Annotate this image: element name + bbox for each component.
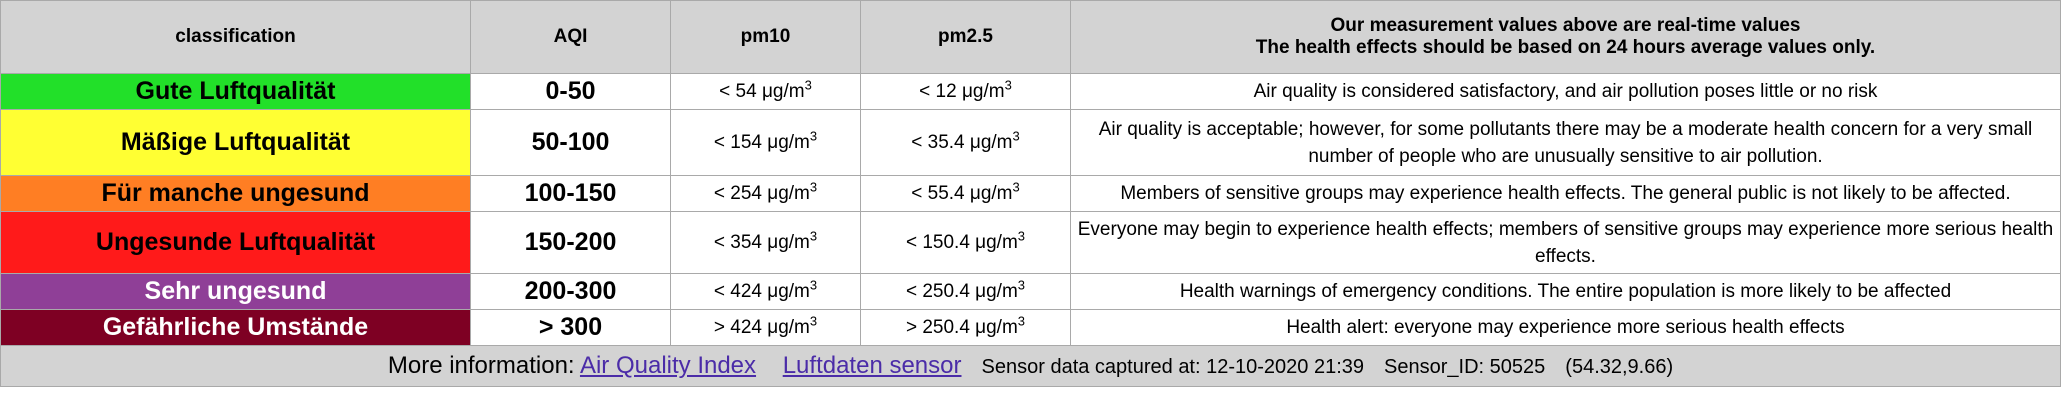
unit: μg/m [969, 182, 1013, 204]
pm10-cell: < 354 μg/m3 [670, 211, 861, 274]
health-effect-cell: Health warnings of emergency conditions.… [1070, 273, 2061, 310]
pm10-value: < 424 [713, 280, 762, 302]
health-effect-cell: Air quality is acceptable; however, for … [1070, 109, 2061, 176]
pm25-value: > 250.4 [905, 316, 970, 338]
pm25-value: < 35.4 [911, 131, 965, 153]
unit-exponent: 3 [809, 128, 818, 144]
pm10-value: < 254 [713, 182, 762, 204]
unit-exponent: 3 [1017, 313, 1026, 329]
health-effect-cell: Air quality is considered satisfactory, … [1070, 73, 2061, 110]
classification-cell: Gute Luftqualität [0, 73, 471, 110]
unit: μg/m [767, 280, 810, 302]
aqi-range-cell: 200-300 [470, 273, 671, 310]
aqi-range-cell: 150-200 [470, 211, 671, 274]
unit-exponent: 3 [809, 277, 818, 293]
unit-exponent: 3 [1017, 228, 1026, 244]
header-note: Our measurement values above are real-ti… [1070, 0, 2061, 74]
pm25-cell: < 35.4 μg/m3 [860, 109, 1071, 176]
table-row: Gefährliche Umstände > 300 > 424 μg/m3 >… [0, 309, 2061, 346]
pm25-value: < 12 [919, 80, 957, 102]
header-classification: classification [0, 0, 471, 74]
pm10-cell: < 424 μg/m3 [670, 273, 861, 310]
health-effect-cell: Health alert: everyone may experience mo… [1070, 309, 2061, 346]
footer-row: More information: Air Quality Index Luft… [0, 345, 2061, 387]
aqi-range-cell: > 300 [470, 309, 671, 346]
pm10-value: < 54 [719, 80, 757, 102]
pm25-value: < 55.4 [911, 182, 965, 204]
aqi-table: classification AQI pm10 pm2.5 Our measur… [0, 0, 2061, 387]
air-quality-index-link[interactable]: Air Quality Index [579, 352, 757, 379]
classification-cell: Für manche ungesund [0, 175, 471, 212]
unit: μg/m [767, 316, 810, 338]
table-row: Mäßige Luftqualität 50-100 < 154 μg/m3 <… [0, 109, 2061, 176]
pm25-cell: < 250.4 μg/m3 [860, 273, 1071, 310]
table-row: Sehr ungesund 200-300 < 424 μg/m3 < 250.… [0, 273, 2061, 310]
pm10-value: > 424 [713, 316, 762, 338]
header-pm25: pm2.5 [860, 0, 1071, 74]
pm10-value: < 154 [713, 131, 762, 153]
pm10-cell: < 54 μg/m3 [670, 73, 861, 110]
classification-cell: Gefährliche Umstände [0, 309, 471, 346]
more-info-label: More information: [387, 352, 575, 379]
pm10-cell: < 254 μg/m3 [670, 175, 861, 212]
pm25-cell: < 12 μg/m3 [860, 73, 1071, 110]
header-note-line2: The health effects should be based on 24… [1255, 37, 1876, 58]
footer-cell: More information: Air Quality Index Luft… [0, 345, 2061, 387]
pm25-cell: > 250.4 μg/m3 [860, 309, 1071, 346]
classification-cell: Mäßige Luftqualität [0, 109, 471, 176]
pm25-value: < 250.4 [905, 280, 970, 302]
pm10-cell: < 154 μg/m3 [670, 109, 861, 176]
unit: μg/m [761, 80, 805, 102]
unit-exponent: 3 [809, 313, 818, 329]
pm25-value: < 150.4 [905, 231, 970, 253]
unit: μg/m [767, 131, 810, 153]
pm25-cell: < 55.4 μg/m3 [860, 175, 1071, 212]
sensor-coordinates: (54.32,9.66) [1565, 356, 1674, 378]
table-row: Für manche ungesund 100-150 < 254 μg/m3 … [0, 175, 2061, 212]
pm10-cell: > 424 μg/m3 [670, 309, 861, 346]
unit: μg/m [969, 131, 1013, 153]
unit-exponent: 3 [809, 228, 818, 244]
table-row: Gute Luftqualität 0-50 < 54 μg/m3 < 12 μ… [0, 73, 2061, 110]
captured-timestamp: Sensor data captured at: 12-10-2020 21:3… [981, 356, 1365, 378]
unit: μg/m [767, 231, 810, 253]
header-row: classification AQI pm10 pm2.5 Our measur… [0, 0, 2061, 74]
classification-cell: Ungesunde Luftqualität [0, 211, 471, 274]
unit-exponent: 3 [1017, 277, 1026, 293]
unit-exponent: 3 [1012, 179, 1020, 195]
pm25-cell: < 150.4 μg/m3 [860, 211, 1071, 274]
header-note-line1: Our measurement values above are real-ti… [1330, 15, 1801, 36]
aqi-range-cell: 100-150 [470, 175, 671, 212]
header-aqi: AQI [470, 0, 671, 74]
aqi-range-cell: 0-50 [470, 73, 671, 110]
unit: μg/m [975, 316, 1018, 338]
aqi-range-cell: 50-100 [470, 109, 671, 176]
unit: μg/m [767, 182, 810, 204]
luftdaten-sensor-link[interactable]: Luftdaten sensor [782, 352, 962, 379]
unit-exponent: 3 [809, 179, 818, 195]
unit: μg/m [961, 80, 1005, 102]
unit-exponent: 3 [1012, 128, 1020, 144]
classification-cell: Sehr ungesund [0, 273, 471, 310]
sensor-id: Sensor_ID: 50525 [1384, 356, 1546, 378]
unit: μg/m [975, 280, 1018, 302]
pm10-value: < 354 [713, 231, 762, 253]
health-effect-cell: Members of sensitive groups may experien… [1070, 175, 2061, 212]
health-effect-cell: Everyone may begin to experience health … [1070, 211, 2061, 274]
unit: μg/m [975, 231, 1018, 253]
table-row: Ungesunde Luftqualität 150-200 < 354 μg/… [0, 211, 2061, 274]
header-pm10: pm10 [670, 0, 861, 74]
unit-exponent: 3 [1004, 77, 1012, 93]
unit-exponent: 3 [804, 77, 812, 93]
